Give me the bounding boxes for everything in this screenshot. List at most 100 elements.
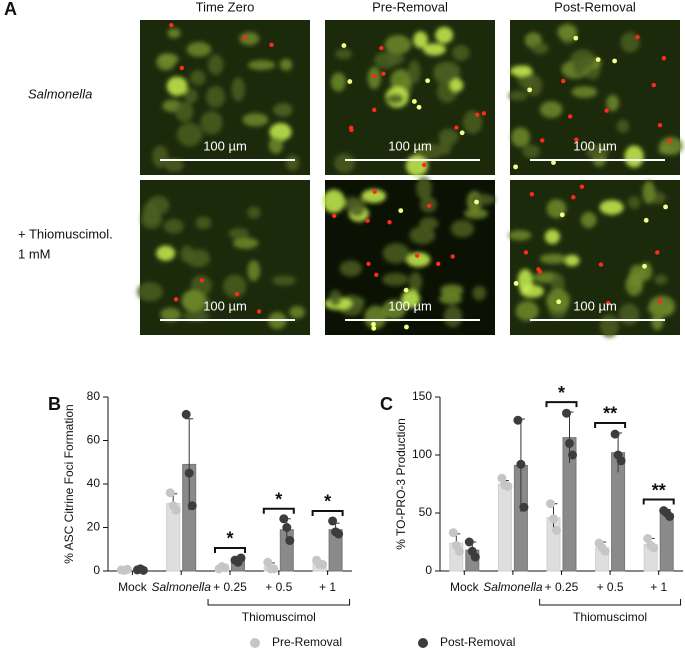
- cell: [515, 300, 539, 321]
- red-dot: [379, 45, 384, 51]
- significance-label: *: [275, 490, 282, 510]
- cell: [511, 127, 531, 148]
- red-dot: [348, 125, 354, 130]
- data-point: [328, 516, 338, 526]
- y-axis-label: % ASC Citrine Foci Formation: [62, 404, 76, 563]
- data-point: [616, 456, 626, 466]
- cell: [390, 69, 412, 92]
- data-point: [643, 534, 653, 544]
- cell: [624, 145, 644, 168]
- cell: [374, 51, 398, 69]
- cell: [450, 219, 474, 238]
- cell: [531, 42, 549, 55]
- data-point: [546, 499, 555, 509]
- red-dot: [574, 137, 579, 142]
- cell: [137, 282, 163, 302]
- cell: [642, 180, 656, 204]
- red-dot: [661, 55, 667, 61]
- cell: [231, 77, 245, 102]
- red-dot: [657, 298, 663, 304]
- cell: [408, 271, 423, 293]
- scale-bar-label: 100 µm: [573, 298, 617, 313]
- cell: [339, 260, 362, 277]
- data-point: [318, 559, 328, 569]
- red-dot: [426, 203, 432, 208]
- data-point: [568, 450, 577, 460]
- data-point: [454, 546, 464, 556]
- red-dot: [387, 220, 392, 225]
- micrograph: 100 µm: [508, 20, 684, 175]
- micrograph: 100 µm: [508, 180, 680, 338]
- red-dot: [568, 114, 573, 119]
- cell: [247, 260, 261, 282]
- scale-bar-label: 100 µm: [203, 298, 247, 313]
- x-tick-label: + 0.25: [545, 580, 579, 594]
- data-point: [649, 543, 659, 553]
- red-dot: [529, 191, 535, 197]
- y-tick-label: 50: [419, 505, 433, 519]
- red-dot: [371, 73, 377, 79]
- cell: [205, 86, 226, 108]
- data-point: [552, 525, 561, 535]
- legend-label: Pre-Removal: [272, 635, 342, 649]
- data-point: [165, 488, 175, 498]
- cell: [586, 144, 609, 160]
- data-point: [610, 429, 620, 439]
- data-point: [562, 408, 571, 418]
- cell: [272, 103, 293, 116]
- red-dot: [651, 82, 656, 88]
- red-dot: [667, 138, 672, 144]
- data-point: [448, 528, 458, 538]
- x-tick-label: + 0.5: [265, 580, 292, 594]
- cell: [242, 113, 269, 127]
- cell: [247, 60, 276, 71]
- micrograph: 100 µm: [137, 180, 310, 335]
- cells: [322, 176, 496, 330]
- cell: [176, 122, 203, 147]
- data-point: [565, 438, 574, 448]
- scale-bar-label: 100 µm: [573, 138, 617, 153]
- red-dot: [365, 218, 370, 223]
- legend-marker: [418, 638, 428, 648]
- y-tick-label: 150: [412, 389, 432, 403]
- data-point: [600, 546, 610, 556]
- data-point: [236, 553, 246, 563]
- cells: [330, 26, 483, 177]
- group-bracket: [539, 599, 682, 606]
- cell: [335, 48, 352, 60]
- cell: [322, 189, 345, 214]
- scale-bar-label: 100 µm: [388, 138, 432, 153]
- red-dot: [606, 300, 611, 306]
- red-dot: [436, 261, 441, 267]
- yellow-dot: [341, 43, 347, 48]
- yellow-dot: [425, 78, 431, 84]
- group-label: Thiomuscimol: [242, 610, 316, 624]
- cell: [163, 218, 184, 234]
- yellow-dot: [663, 204, 668, 210]
- red-dot: [332, 213, 337, 219]
- yellow-dot: [403, 287, 409, 293]
- cell: [449, 78, 464, 92]
- cell: [186, 249, 211, 268]
- yellow-dot: [398, 208, 404, 214]
- significance-bracket: [311, 509, 344, 516]
- data-point: [122, 564, 132, 574]
- cell: [207, 54, 224, 75]
- significance-bracket: [262, 507, 295, 514]
- y-tick-label: 20: [87, 520, 101, 534]
- red-dot: [366, 261, 371, 267]
- cell: [279, 58, 293, 71]
- cell: [618, 303, 640, 326]
- red-dot: [523, 250, 529, 255]
- cell: [401, 290, 421, 308]
- red-dot: [579, 184, 585, 189]
- cell: [386, 93, 404, 105]
- cell: [443, 305, 463, 328]
- yellow-dot: [411, 99, 417, 104]
- yellow-dot: [513, 164, 518, 170]
- data-point: [138, 565, 148, 575]
- cell: [413, 31, 428, 49]
- red-dot: [199, 278, 204, 283]
- cell: [651, 314, 664, 331]
